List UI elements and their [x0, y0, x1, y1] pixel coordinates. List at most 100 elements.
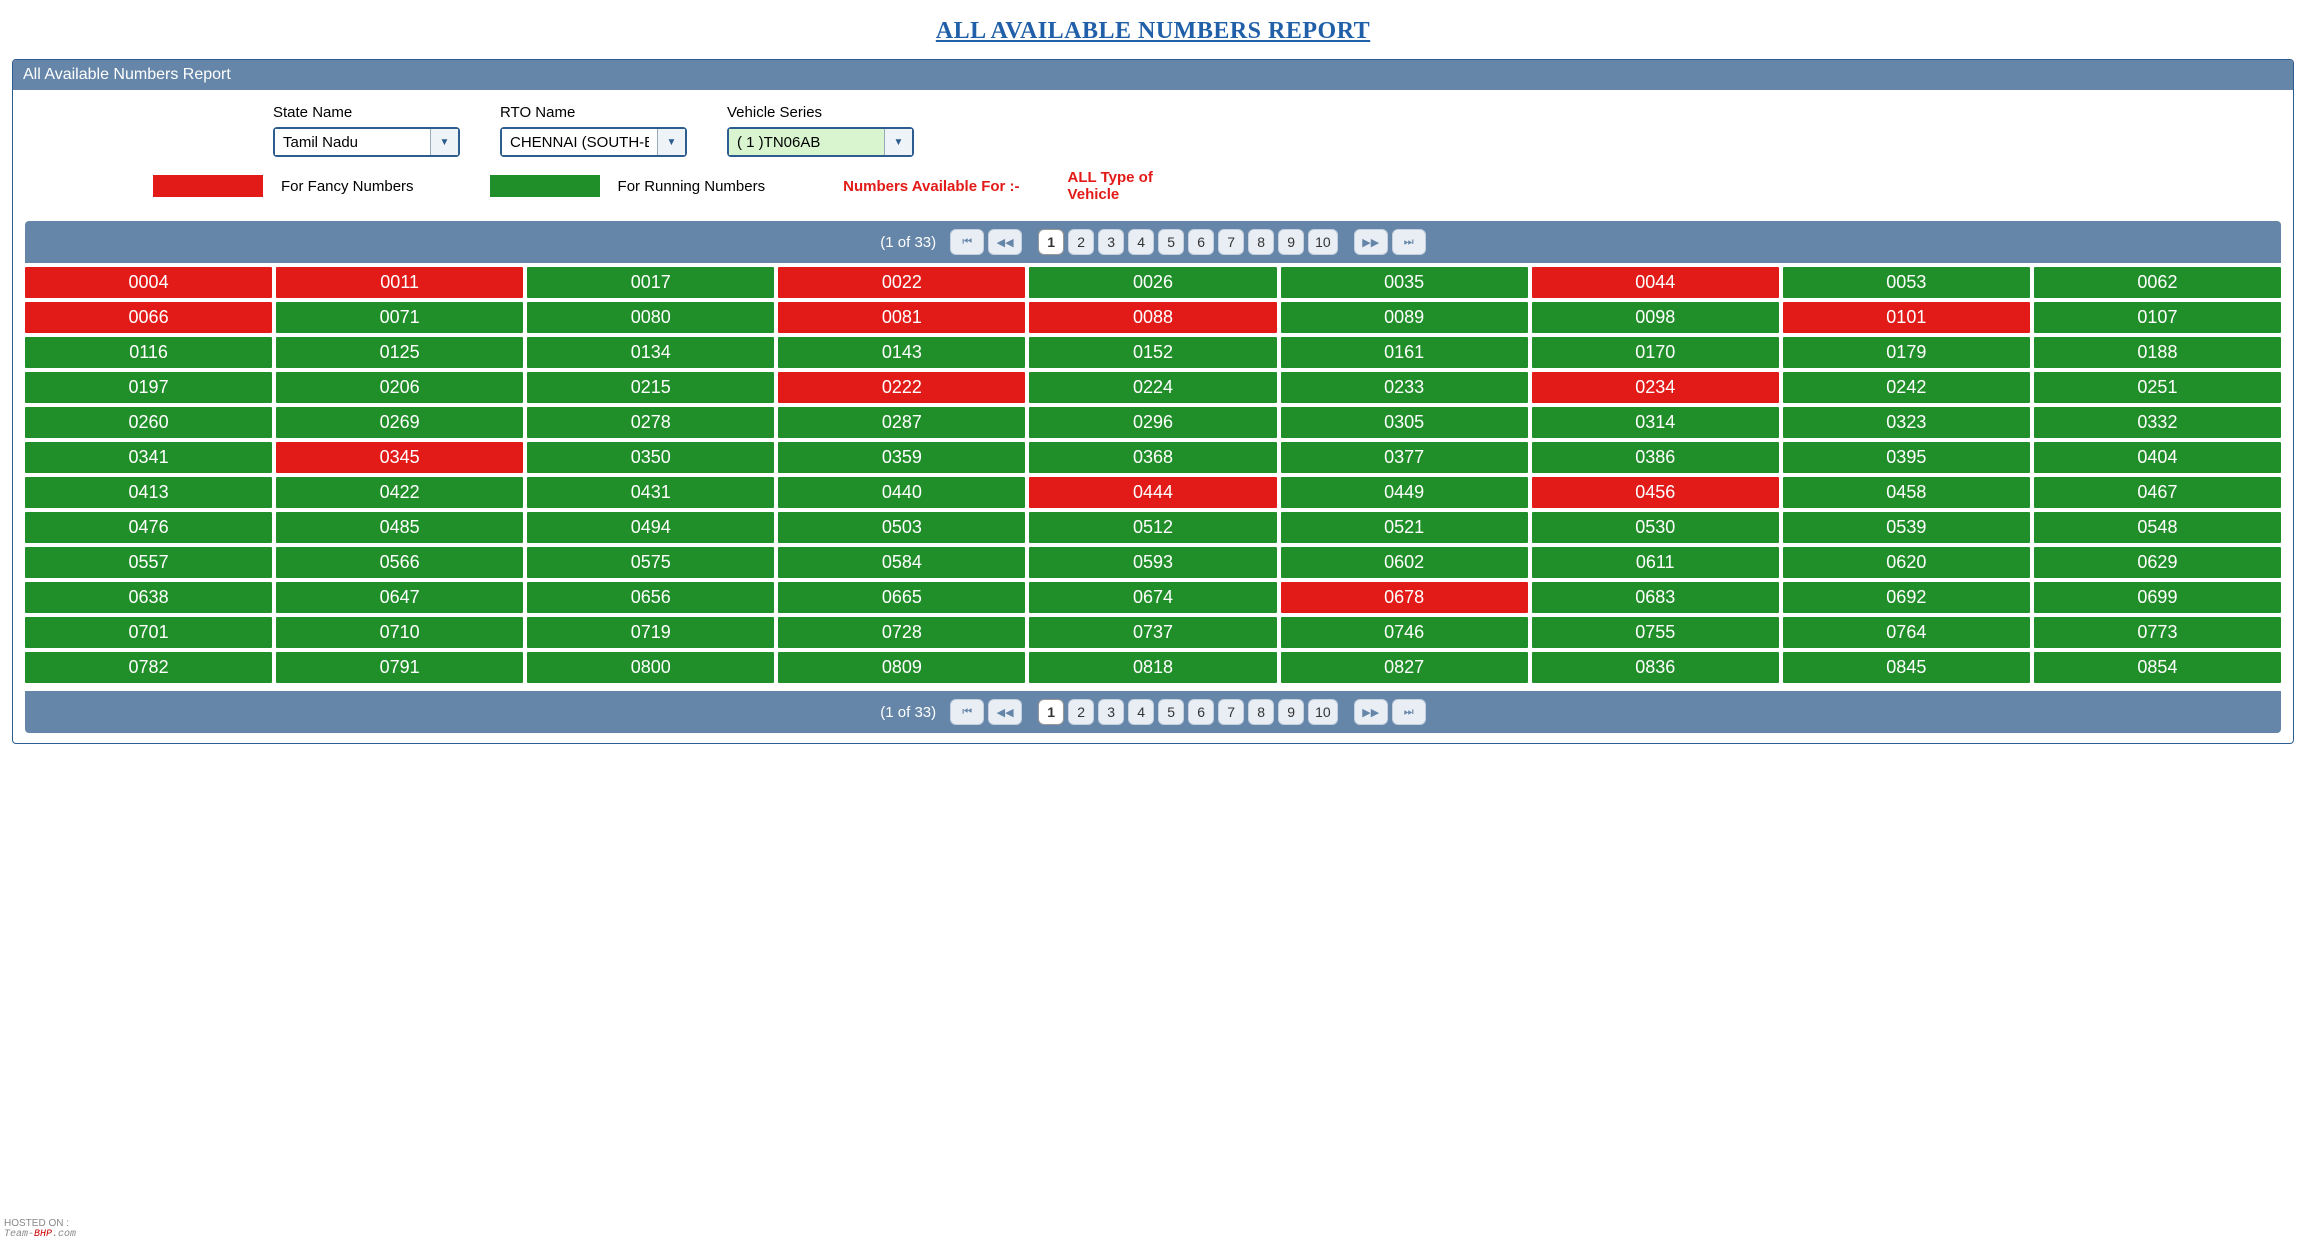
number-cell[interactable]: 0710 [276, 617, 523, 648]
series-input[interactable] [729, 129, 884, 155]
number-cell[interactable]: 0692 [1783, 582, 2030, 613]
pager-page-button[interactable]: 5 [1158, 699, 1184, 725]
number-cell[interactable]: 0215 [527, 372, 774, 403]
number-cell[interactable]: 0170 [1532, 337, 1779, 368]
number-cell[interactable]: 0161 [1281, 337, 1528, 368]
pager-page-button[interactable]: 5 [1158, 229, 1184, 255]
number-cell[interactable]: 0593 [1029, 547, 1276, 578]
number-cell[interactable]: 0449 [1281, 477, 1528, 508]
number-cell[interactable]: 0088 [1029, 302, 1276, 333]
number-cell[interactable]: 0539 [1783, 512, 2030, 543]
number-cell[interactable]: 0359 [778, 442, 1025, 473]
number-cell[interactable]: 0125 [276, 337, 523, 368]
number-cell[interactable]: 0431 [527, 477, 774, 508]
number-cell[interactable]: 0476 [25, 512, 272, 543]
number-cell[interactable]: 0134 [527, 337, 774, 368]
number-cell[interactable]: 0809 [778, 652, 1025, 683]
number-cell[interactable]: 0071 [276, 302, 523, 333]
number-cell[interactable]: 0089 [1281, 302, 1528, 333]
number-cell[interactable]: 0269 [276, 407, 523, 438]
number-cell[interactable]: 0386 [1532, 442, 1779, 473]
number-cell[interactable]: 0444 [1029, 477, 1276, 508]
number-cell[interactable]: 0035 [1281, 267, 1528, 298]
number-cell[interactable]: 0845 [1783, 652, 2030, 683]
number-cell[interactable]: 0143 [778, 337, 1025, 368]
rto-combo[interactable]: ▼ [500, 127, 687, 157]
pager-next-button[interactable]: ▶▶ [1354, 229, 1388, 255]
number-cell[interactable]: 0494 [527, 512, 774, 543]
number-cell[interactable]: 0017 [527, 267, 774, 298]
number-cell[interactable]: 0251 [2034, 372, 2281, 403]
pager-page-button[interactable]: 9 [1278, 699, 1304, 725]
number-cell[interactable]: 0179 [1783, 337, 2030, 368]
number-cell[interactable]: 0044 [1532, 267, 1779, 298]
number-cell[interactable]: 0332 [2034, 407, 2281, 438]
number-cell[interactable]: 0098 [1532, 302, 1779, 333]
number-cell[interactable]: 0197 [25, 372, 272, 403]
number-cell[interactable]: 0233 [1281, 372, 1528, 403]
number-cell[interactable]: 0566 [276, 547, 523, 578]
number-cell[interactable]: 0062 [2034, 267, 2281, 298]
number-cell[interactable]: 0395 [1783, 442, 2030, 473]
number-cell[interactable]: 0116 [25, 337, 272, 368]
number-cell[interactable]: 0764 [1783, 617, 2030, 648]
number-cell[interactable]: 0719 [527, 617, 774, 648]
pager-page-button[interactable]: 1 [1038, 699, 1064, 725]
number-cell[interactable]: 0521 [1281, 512, 1528, 543]
number-cell[interactable]: 0305 [1281, 407, 1528, 438]
number-cell[interactable]: 0066 [25, 302, 272, 333]
number-cell[interactable]: 0278 [527, 407, 774, 438]
number-cell[interactable]: 0107 [2034, 302, 2281, 333]
number-cell[interactable]: 0701 [25, 617, 272, 648]
number-cell[interactable]: 0575 [527, 547, 774, 578]
number-cell[interactable]: 0800 [527, 652, 774, 683]
pager-page-button[interactable]: 3 [1098, 699, 1124, 725]
pager-prev-button[interactable]: ◀◀ [988, 229, 1022, 255]
pager-page-button[interactable]: 8 [1248, 229, 1274, 255]
pager-next-button[interactable]: ▶▶ [1354, 699, 1388, 725]
pager-first-button[interactable]: ⏮ [950, 699, 984, 725]
number-cell[interactable]: 0152 [1029, 337, 1276, 368]
number-cell[interactable]: 0485 [276, 512, 523, 543]
number-cell[interactable]: 0080 [527, 302, 774, 333]
number-cell[interactable]: 0422 [276, 477, 523, 508]
number-cell[interactable]: 0234 [1532, 372, 1779, 403]
number-cell[interactable]: 0341 [25, 442, 272, 473]
number-cell[interactable]: 0699 [2034, 582, 2281, 613]
number-cell[interactable]: 0827 [1281, 652, 1528, 683]
state-combo[interactable]: ▼ [273, 127, 460, 157]
chevron-down-icon[interactable]: ▼ [430, 129, 458, 155]
pager-page-button[interactable]: 4 [1128, 229, 1154, 255]
number-cell[interactable]: 0467 [2034, 477, 2281, 508]
pager-page-button[interactable]: 6 [1188, 229, 1214, 255]
number-cell[interactable]: 0287 [778, 407, 1025, 438]
pager-first-button[interactable]: ⏮ [950, 229, 984, 255]
pager-page-button[interactable]: 9 [1278, 229, 1304, 255]
pager-page-button[interactable]: 1 [1038, 229, 1064, 255]
number-cell[interactable]: 0773 [2034, 617, 2281, 648]
number-cell[interactable]: 0404 [2034, 442, 2281, 473]
number-cell[interactable]: 0647 [276, 582, 523, 613]
number-cell[interactable]: 0683 [1532, 582, 1779, 613]
number-cell[interactable]: 0818 [1029, 652, 1276, 683]
number-cell[interactable]: 0728 [778, 617, 1025, 648]
number-cell[interactable]: 0377 [1281, 442, 1528, 473]
number-cell[interactable]: 0314 [1532, 407, 1779, 438]
number-cell[interactable]: 0665 [778, 582, 1025, 613]
chevron-down-icon[interactable]: ▼ [884, 129, 912, 155]
number-cell[interactable]: 0345 [276, 442, 523, 473]
state-input[interactable] [275, 129, 430, 155]
number-cell[interactable]: 0791 [276, 652, 523, 683]
number-cell[interactable]: 0101 [1783, 302, 2030, 333]
number-cell[interactable]: 0206 [276, 372, 523, 403]
pager-page-button[interactable]: 8 [1248, 699, 1274, 725]
number-cell[interactable]: 0737 [1029, 617, 1276, 648]
number-cell[interactable]: 0656 [527, 582, 774, 613]
pager-page-button[interactable]: 2 [1068, 229, 1094, 255]
number-cell[interactable]: 0350 [527, 442, 774, 473]
number-cell[interactable]: 0629 [2034, 547, 2281, 578]
number-cell[interactable]: 0222 [778, 372, 1025, 403]
pager-page-button[interactable]: 2 [1068, 699, 1094, 725]
number-cell[interactable]: 0022 [778, 267, 1025, 298]
number-cell[interactable]: 0755 [1532, 617, 1779, 648]
